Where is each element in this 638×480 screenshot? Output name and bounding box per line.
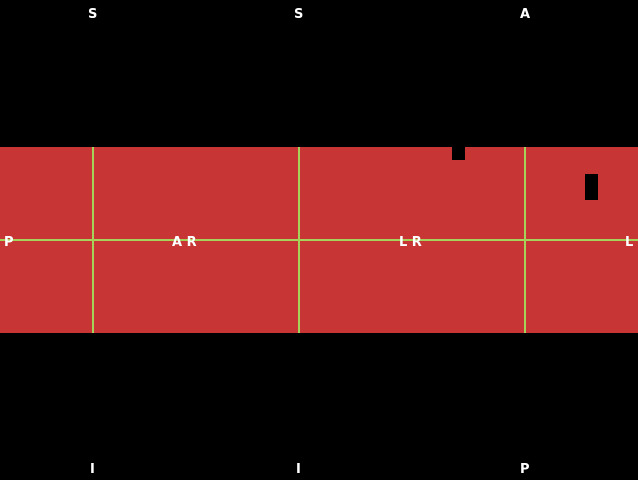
- orientation-label-middle-3: L R: [399, 235, 422, 250]
- orientation-label-middle-1: P: [4, 235, 14, 250]
- orientation-label-middle-4: L: [625, 235, 634, 250]
- orientation-label-bottom-1: I: [90, 462, 95, 477]
- dark-marker-small: [452, 147, 465, 160]
- crosshair-horizontal[interactable]: [0, 239, 638, 241]
- orientation-label-top-3: A: [520, 7, 531, 22]
- dark-marker-tall: [585, 174, 598, 200]
- orientation-label-bottom-2: I: [296, 462, 301, 477]
- orientation-label-bottom-3: P: [520, 462, 530, 477]
- orientation-label-top-1: S: [88, 7, 98, 22]
- orientation-label-top-2: S: [294, 7, 304, 22]
- orientation-label-middle-2: A R: [172, 235, 197, 250]
